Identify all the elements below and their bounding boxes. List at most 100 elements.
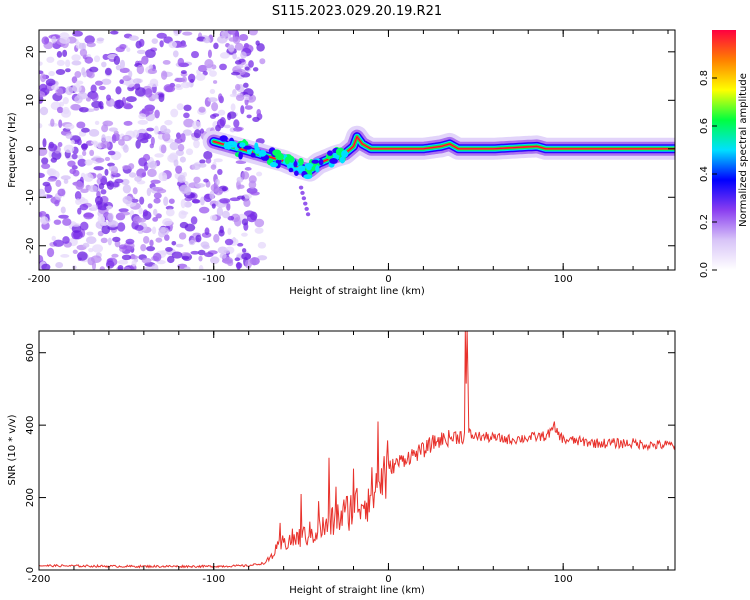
noise-blob <box>213 158 223 163</box>
noise-blob <box>53 239 64 247</box>
noise-blob <box>89 149 95 157</box>
colorbar-tick-label: 0.8 <box>699 70 710 86</box>
spectrogram-y-tick-label: 20 <box>25 45 36 58</box>
noise-blob <box>180 81 192 89</box>
noise-blob <box>216 35 228 44</box>
noise-blob <box>115 46 125 53</box>
spectrogram-frame <box>38 29 676 271</box>
noise-blob <box>94 120 100 125</box>
signal-streak <box>298 185 304 190</box>
noise-blob <box>165 205 174 210</box>
noise-blob <box>177 176 184 183</box>
signal-blob <box>284 156 290 165</box>
noise-blob <box>51 35 57 44</box>
noise-blob <box>243 198 251 208</box>
noise-blob <box>216 206 224 217</box>
noise-blob <box>180 252 191 257</box>
noise-blob <box>93 55 101 63</box>
noise-blob <box>142 266 154 270</box>
noise-blob <box>138 113 147 120</box>
signal-streak <box>303 201 308 206</box>
noise-blob <box>39 83 48 92</box>
noise-blob <box>168 198 175 204</box>
noise-blob <box>237 242 244 247</box>
noise-blob <box>106 181 111 187</box>
noise-blob <box>192 120 202 130</box>
noise-blob <box>54 199 60 207</box>
noise-blob <box>108 165 118 172</box>
noise-blob <box>47 178 57 182</box>
noise-blob <box>152 217 159 222</box>
noise-blob <box>105 260 115 269</box>
noise-blob <box>101 134 106 143</box>
snr-y-tick-label: 600 <box>25 343 36 362</box>
noise-blob <box>75 198 82 206</box>
noise-blob <box>158 171 168 182</box>
noise-blob <box>87 71 95 79</box>
noise-blob <box>175 132 181 139</box>
noise-blob <box>151 38 159 45</box>
noise-blob <box>155 213 162 219</box>
signal-streak <box>305 212 311 217</box>
snr-y-tick-label: 400 <box>25 416 36 435</box>
noise-blob <box>124 135 129 140</box>
noise-blob <box>221 210 230 219</box>
noise-blob <box>109 30 119 35</box>
noise-blob <box>50 157 57 163</box>
noise-blob <box>131 259 137 267</box>
noise-blob <box>243 82 249 88</box>
colorbar: 0.0 0.2 0.4 0.6 0.8 Normalized spectral ampl… <box>699 30 749 278</box>
noise-blob <box>71 76 78 84</box>
noise-blob <box>136 64 145 75</box>
noise-blob <box>217 93 223 102</box>
noise-blob <box>82 150 87 157</box>
noise-blob <box>214 187 223 196</box>
noise-blob <box>176 103 184 111</box>
noise-blob <box>56 51 63 58</box>
noise-blob <box>118 208 129 213</box>
noise-blob <box>98 85 106 91</box>
noise-blob <box>99 216 105 226</box>
noise-blob <box>107 150 116 156</box>
noise-blob <box>190 50 200 59</box>
noise-blob <box>112 236 121 242</box>
signal-blob <box>339 156 345 164</box>
noise-blob <box>241 248 247 253</box>
noise-blob <box>151 94 160 100</box>
noise-blob <box>96 173 103 180</box>
signal-blob <box>294 170 299 176</box>
noise-blob <box>94 80 103 86</box>
noise-blob <box>182 129 192 136</box>
noise-blob <box>153 125 159 135</box>
noise-blob <box>160 227 170 236</box>
noise-blob <box>173 158 179 167</box>
noise-blob <box>249 257 260 266</box>
noise-blob <box>63 144 75 153</box>
noise-blob <box>194 183 206 188</box>
noise-blob <box>183 112 190 119</box>
noise-blob <box>94 195 103 205</box>
noise-blob <box>39 95 44 104</box>
noise-blob <box>122 144 129 153</box>
noise-blob <box>141 60 147 65</box>
noise-blob <box>108 127 118 132</box>
snr-x-tick-label: 100 <box>554 574 573 585</box>
noise-blob <box>203 178 209 183</box>
signal-blob <box>275 152 284 161</box>
noise-blob <box>180 211 189 215</box>
noise-blob <box>130 198 139 203</box>
noise-blob <box>132 129 140 138</box>
noise-blob <box>190 250 200 255</box>
noise-blob <box>74 95 83 104</box>
noise-blob <box>147 203 153 209</box>
spectrogram-x-tick-label: 100 <box>554 274 573 285</box>
noise-blob <box>119 67 130 73</box>
noise-blob <box>191 163 201 170</box>
noise-blob <box>71 223 81 227</box>
noise-blob <box>211 203 216 209</box>
noise-blob <box>72 84 82 93</box>
snr-frame <box>38 330 676 571</box>
noise-blob <box>193 139 200 149</box>
noise-blob <box>146 162 156 168</box>
noise-blob <box>256 109 262 116</box>
